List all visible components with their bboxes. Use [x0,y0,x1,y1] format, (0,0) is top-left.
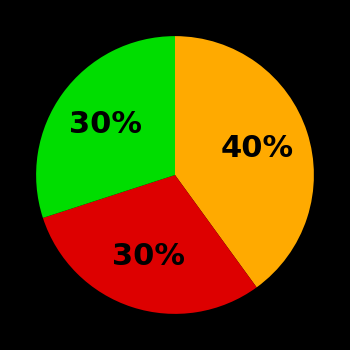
Wedge shape [43,175,257,314]
Wedge shape [36,36,175,218]
Text: 30%: 30% [112,243,185,271]
Wedge shape [175,36,314,287]
Text: 30%: 30% [69,110,142,139]
Text: 40%: 40% [220,134,293,163]
